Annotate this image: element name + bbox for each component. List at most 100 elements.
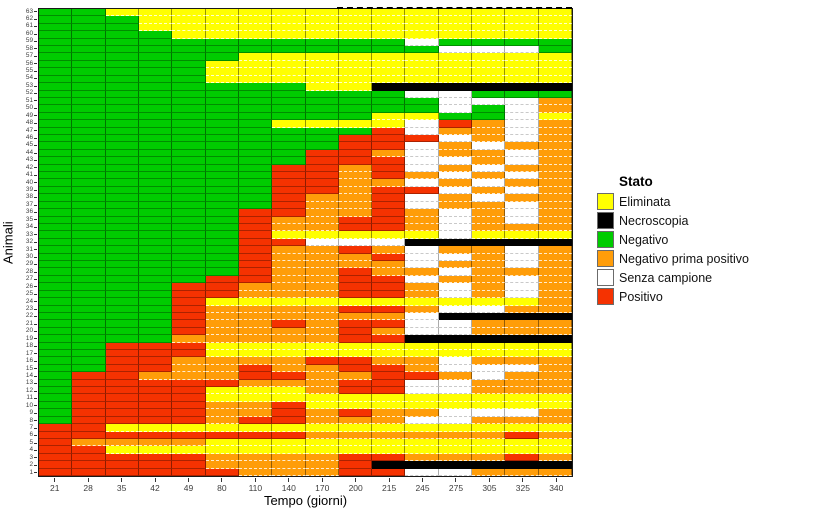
- heatmap-cell: [39, 186, 73, 195]
- heatmap-cell: [438, 342, 473, 350]
- heatmap-cell: [72, 268, 106, 276]
- heatmap-cell: [538, 349, 572, 358]
- heatmap-cell: [372, 290, 406, 299]
- heatmap-cell: [338, 453, 373, 462]
- heatmap-cell: [438, 68, 473, 76]
- heatmap-cell: [505, 431, 539, 439]
- heatmap-cell: [372, 142, 406, 150]
- heatmap-cell: [372, 401, 406, 410]
- heatmap-cell: [405, 268, 439, 276]
- heatmap-cell: [338, 9, 373, 17]
- heatmap-cell: [72, 372, 106, 380]
- heatmap-cell: [272, 157, 306, 165]
- heatmap-cell: [105, 246, 139, 254]
- heatmap-cell: [172, 275, 206, 284]
- heatmap-cell: [338, 364, 373, 373]
- heatmap-cell: [338, 438, 373, 447]
- heatmap-cell: [505, 216, 539, 224]
- x-tick-label: 340: [540, 478, 573, 495]
- heatmap-cell: [472, 401, 506, 410]
- heatmap-cell: [405, 216, 439, 224]
- heatmap-cell: [305, 305, 339, 313]
- heatmap-cell: [72, 157, 106, 165]
- heatmap-cell: [138, 194, 173, 202]
- heatmap-cell: [505, 209, 539, 217]
- heatmap-cell: [505, 16, 539, 24]
- heatmap-cell: [172, 46, 206, 54]
- heatmap-cell: [438, 223, 473, 232]
- heatmap-cell: [505, 290, 539, 299]
- y-tick-label: 43: [14, 156, 37, 164]
- y-tick-label: 56: [14, 60, 37, 67]
- y-tick-label: 15: [14, 365, 37, 372]
- heatmap-cell: [372, 461, 406, 469]
- heatmap-cell: [205, 446, 239, 454]
- heatmap-cell: [305, 401, 339, 410]
- heatmap-cell: [238, 320, 273, 328]
- heatmap-cell: [138, 446, 173, 454]
- heatmap-cell: [205, 238, 239, 247]
- y-tick-label: 51: [14, 97, 37, 104]
- heatmap-cell: [205, 120, 239, 128]
- heatmap-cell: [338, 261, 373, 269]
- heatmap-cell: [405, 231, 439, 239]
- heatmap-cell: [172, 90, 206, 98]
- heatmap-cell: [472, 312, 506, 321]
- heatmap-cell: [338, 53, 373, 61]
- heatmap-cell: [272, 186, 306, 195]
- heatmap-cell: [39, 424, 73, 432]
- heatmap-cell: [405, 186, 439, 195]
- heatmap-cell: [172, 394, 206, 402]
- heatmap-cell: [405, 431, 439, 439]
- heatmap-cell: [39, 246, 73, 254]
- y-tick-label: 61: [14, 22, 37, 30]
- y-tick-label: 45: [14, 141, 37, 149]
- heatmap-cell: [372, 349, 406, 358]
- heatmap-cell: [538, 401, 572, 410]
- heatmap-cell: [105, 431, 139, 439]
- heatmap-cell: [138, 201, 173, 210]
- heatmap-cell: [338, 97, 373, 106]
- heatmap-cell: [172, 68, 206, 76]
- heatmap-cell: [305, 409, 339, 417]
- heatmap-cell: [138, 320, 173, 328]
- heatmap-cell: [238, 75, 273, 84]
- y-tick-label: 50: [14, 104, 37, 112]
- y-tick-label: 31: [14, 246, 37, 253]
- heatmap-cell: [438, 364, 473, 373]
- heatmap-cell: [238, 38, 273, 47]
- heatmap-cell: [72, 387, 106, 395]
- heatmap-cell: [39, 305, 73, 313]
- heatmap-cell: [405, 172, 439, 180]
- heatmap-cell: [505, 349, 539, 358]
- y-tick-label: 41: [14, 171, 37, 179]
- heatmap-cell: [138, 387, 173, 395]
- heatmap-cell: [405, 461, 439, 469]
- heatmap-cell: [472, 68, 506, 76]
- heatmap-cell: [205, 135, 239, 143]
- heatmap-cell: [338, 305, 373, 313]
- heatmap-cell: [105, 209, 139, 217]
- heatmap-cell: [472, 379, 506, 388]
- x-tick-label: 215: [372, 478, 405, 495]
- heatmap-cell: [105, 401, 139, 410]
- y-tick-label: 49: [14, 112, 37, 119]
- legend-label: Negativo: [619, 232, 669, 247]
- heatmap-cell: [138, 327, 173, 336]
- heatmap-cell: [39, 394, 73, 402]
- y-tick-label: 22: [14, 313, 37, 320]
- heatmap-cell: [405, 401, 439, 410]
- heatmap-cell: [138, 305, 173, 313]
- legend-item: Necroscopia: [597, 211, 749, 230]
- heatmap-cell: [172, 186, 206, 195]
- heatmap-cell: [405, 283, 439, 291]
- heatmap-cell: [138, 298, 173, 306]
- heatmap-cell: [305, 194, 339, 202]
- heatmap-cell: [238, 327, 273, 336]
- heatmap-cell: [39, 112, 73, 121]
- heatmap-cell: [472, 342, 506, 350]
- heatmap-cell: [72, 446, 106, 454]
- heatmap-cell: [405, 60, 439, 69]
- heatmap-cell: [372, 357, 406, 365]
- heatmap-cell: [538, 305, 572, 313]
